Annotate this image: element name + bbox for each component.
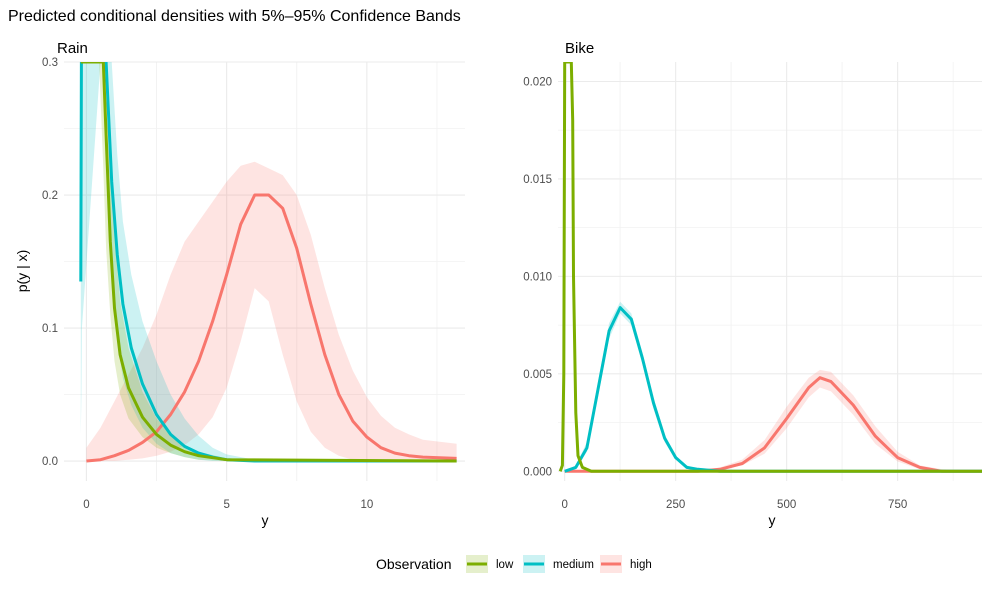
y-tick-label: 0.2 xyxy=(42,190,58,202)
density-line-low xyxy=(558,62,982,473)
density-line-high xyxy=(86,193,457,463)
legend: Observation low medium high xyxy=(376,555,652,573)
x-tick-label: 0 xyxy=(83,499,89,511)
y-tick-label: 0.005 xyxy=(523,369,552,381)
confidence-band-high xyxy=(86,161,457,462)
legend-label-medium: medium xyxy=(553,559,594,571)
y-tick-label: 0.020 xyxy=(523,76,552,88)
y-tick-label: 0.015 xyxy=(523,174,552,186)
x-tick-label: 750 xyxy=(888,499,907,511)
y-tick-label: 0.000 xyxy=(523,466,552,478)
confidence-band-medium xyxy=(564,301,982,472)
density-line-medium xyxy=(564,306,982,473)
x-tick-label: 0 xyxy=(561,499,567,511)
y-tick-label: 0.010 xyxy=(523,271,552,283)
x-tick-label: 250 xyxy=(666,499,685,511)
chart-title: Predicted conditional densities with 5%–… xyxy=(8,8,461,25)
x-tick-label: 5 xyxy=(223,499,229,511)
confidence-band-high xyxy=(564,369,982,472)
panel-rain: Rain 0.0 0.1 0.2 0.3 0 5 10 y p(y | x) xyxy=(14,40,465,528)
x-axis-label-bike: y xyxy=(769,512,776,528)
confidence-band-low xyxy=(560,62,982,472)
y-tick-label: 0.3 xyxy=(42,57,58,69)
strip-label-bike: Bike xyxy=(565,40,594,57)
y-tick-label: 0.0 xyxy=(42,456,58,468)
x-tick-label: 10 xyxy=(360,499,373,511)
x-axis-label-rain: y xyxy=(262,512,269,528)
y-axis-label: p(y | x) xyxy=(14,250,30,293)
panel-bike: Bike 0.000 0.005 0.010 0.015 0.020 0 250 500 75… xyxy=(523,40,982,528)
y-tick-label: 0.1 xyxy=(42,323,58,335)
legend-label-high: high xyxy=(630,559,652,571)
density-line-low xyxy=(80,62,457,463)
density-line-high xyxy=(564,376,982,473)
legend-label-low: low xyxy=(496,559,514,571)
legend-title: Observation xyxy=(376,556,451,572)
x-tick-label: 500 xyxy=(777,499,796,511)
strip-label-rain: Rain xyxy=(57,40,88,57)
